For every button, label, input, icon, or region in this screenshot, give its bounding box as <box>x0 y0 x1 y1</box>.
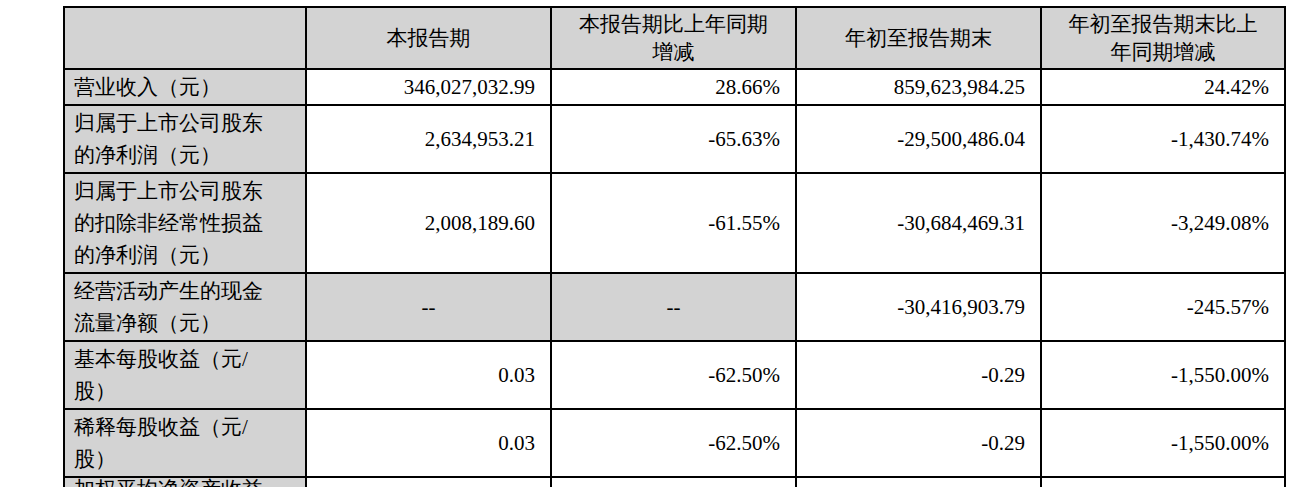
col-header-current-period: 本报告期 <box>306 7 551 69</box>
row-label: 加权平均净资产收益 率 <box>64 477 306 487</box>
cell-value: -62.50% <box>551 409 796 477</box>
cell-value: -3.48% <box>1041 477 1285 487</box>
table-row-operating-cash-flow: 经营活动产生的现金 流量净额（元） -- -- -30,416,903.79 -… <box>64 273 1285 341</box>
report-page: 本报告期 本报告期比上年同期 增减 年初至报告期末 年初至报告期末比上 年同期增… <box>0 0 1307 487</box>
col-header-current-period-yoy-change: 本报告期比上年同期 增减 <box>551 7 796 69</box>
cell-value: -0.50% <box>551 477 796 487</box>
cell-value: -3.25% <box>796 477 1041 487</box>
cell-value: 2,008,189.60 <box>306 173 551 273</box>
cell-value: -30,416,903.79 <box>796 273 1041 341</box>
cell-value-na: -- <box>551 273 796 341</box>
cell-value: 24.42% <box>1041 69 1285 105</box>
table-row-basic-eps: 基本每股收益（元/ 股） 0.03 -62.50% -0.29 -1,550.0… <box>64 341 1285 409</box>
row-label: 稀释每股收益（元/ 股） <box>64 409 306 477</box>
corner-cell <box>64 7 306 69</box>
table-row-net-profit-attributable: 归属于上市公司股东 的净利润（元） 2,634,953.21 -65.63% -… <box>64 105 1285 173</box>
cell-value: -30,684,469.31 <box>796 173 1041 273</box>
cell-value: -61.55% <box>551 173 796 273</box>
table-row-operating-revenue: 营业收入（元） 346,027,032.99 28.66% 859,623,98… <box>64 69 1285 105</box>
row-label: 基本每股收益（元/ 股） <box>64 341 306 409</box>
table-row-net-profit-excl-nonrecurring: 归属于上市公司股东 的扣除非经常性损益 的净利润（元） 2,008,189.60… <box>64 173 1285 273</box>
table-row-weighted-avg-roe: 加权平均净资产收益 率 0.30% -0.50% -3.25% -3.48% <box>64 477 1285 487</box>
cell-value: -1,430.74% <box>1041 105 1285 173</box>
cell-value: 0.03 <box>306 409 551 477</box>
cell-value: -1,550.00% <box>1041 341 1285 409</box>
cell-value-na: -- <box>306 273 551 341</box>
table-header-row: 本报告期 本报告期比上年同期 增减 年初至报告期末 年初至报告期末比上 年同期增… <box>64 7 1285 69</box>
cell-value: -3,249.08% <box>1041 173 1285 273</box>
cell-value: 0.03 <box>306 341 551 409</box>
cell-value: -62.50% <box>551 341 796 409</box>
row-label: 营业收入（元） <box>64 69 306 105</box>
cell-value: -29,500,486.04 <box>796 105 1041 173</box>
cell-value: -245.57% <box>1041 273 1285 341</box>
col-header-year-to-date: 年初至报告期末 <box>796 7 1041 69</box>
cell-value: 0.30% <box>306 477 551 487</box>
financial-summary-table: 本报告期 本报告期比上年同期 增减 年初至报告期末 年初至报告期末比上 年同期增… <box>63 6 1286 487</box>
cell-value: 28.66% <box>551 69 796 105</box>
cell-value: 2,634,953.21 <box>306 105 551 173</box>
row-label: 归属于上市公司股东 的净利润（元） <box>64 105 306 173</box>
col-header-year-to-date-yoy-change: 年初至报告期末比上 年同期增减 <box>1041 7 1285 69</box>
cell-value: 859,623,984.25 <box>796 69 1041 105</box>
cell-value: -1,550.00% <box>1041 409 1285 477</box>
cell-value: -0.29 <box>796 341 1041 409</box>
row-label: 经营活动产生的现金 流量净额（元） <box>64 273 306 341</box>
cell-value: -0.29 <box>796 409 1041 477</box>
row-label: 归属于上市公司股东 的扣除非经常性损益 的净利润（元） <box>64 173 306 273</box>
cell-value: 346,027,032.99 <box>306 69 551 105</box>
table-row-diluted-eps: 稀释每股收益（元/ 股） 0.03 -62.50% -0.29 -1,550.0… <box>64 409 1285 477</box>
cell-value: -65.63% <box>551 105 796 173</box>
